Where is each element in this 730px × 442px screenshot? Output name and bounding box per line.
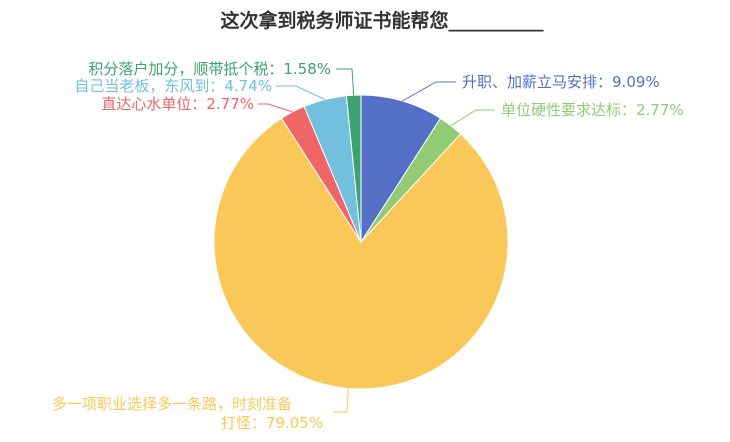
label-leader-line xyxy=(336,68,355,96)
pie-slice[interactable] xyxy=(360,94,442,244)
label-leader-line xyxy=(333,388,349,413)
slice-label: 自己当老板，东风到：4.74% xyxy=(74,77,272,95)
pie-slice[interactable] xyxy=(213,117,509,390)
slice-label: 多一项职业选择多一条路，时刻准备打怪：79.05% xyxy=(52,395,323,432)
label-leader-line xyxy=(276,85,326,100)
label-leader-line xyxy=(258,103,293,113)
pie-slices xyxy=(213,94,509,390)
label-leader-line xyxy=(402,81,456,102)
label-leader-line xyxy=(450,109,495,127)
slice-label: 积分落户加分，顺带抵个税：1.58% xyxy=(88,60,331,78)
slice-label: 升职、加薪立马安排：9.09% xyxy=(462,73,660,91)
slice-label: 单位硬性要求达标：2.77% xyxy=(501,101,684,119)
pie-labels: 升职、加薪立马安排：9.09% 单位硬性要求达标：2.77% 多一项职业选择多一条路… xyxy=(52,60,684,432)
slice-label: 直达心水单位：2.77% xyxy=(101,95,254,113)
chart-title: 这次拿到税务师证书能帮您__________ xyxy=(220,9,544,32)
